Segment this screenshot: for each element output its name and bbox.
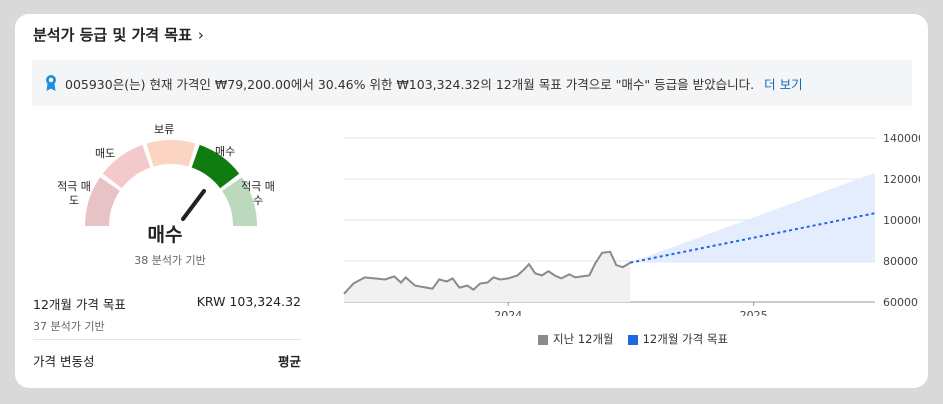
card-title-text: 분석가 등급 및 가격 목표 <box>33 26 192 44</box>
legend-item-target[interactable]: 12개월 가격 목표 <box>627 331 729 347</box>
gauge-segment-strong-buy <box>222 177 257 226</box>
gauge-segment-hold <box>146 140 196 167</box>
gauge-label-sell: 매도 <box>95 147 116 160</box>
gauge-needle <box>181 189 206 221</box>
volatility-row: 가격 변동성 평균 <box>33 351 301 370</box>
gauge-label-hold: 보류 <box>154 123 175 136</box>
banner-text: 005930은(는) 현재 가격인 ₩79,200.00에서 30.46% 위한… <box>65 76 755 92</box>
divider <box>33 339 301 340</box>
x-tick-label: 2024 <box>494 309 522 316</box>
ribbon-icon <box>46 75 56 91</box>
gauge-segment-sell <box>102 144 151 189</box>
card-title[interactable]: 분석가 등급 및 가격 목표 › <box>33 24 204 45</box>
price-target-analyst-count: 37 분석가 기반 <box>33 320 105 333</box>
gauge-label-strong-buy: 적극 매수 <box>241 180 275 207</box>
chart-legend: 지난 12개월 12개월 가격 목표 <box>538 331 728 347</box>
read-more-link[interactable]: 더 보기 <box>764 76 803 92</box>
y-tick-label: 80000 <box>883 255 918 268</box>
legend-swatch-target <box>627 334 638 345</box>
price-target-label: 12개월 가격 목표 <box>33 297 126 312</box>
legend-label-past: 지난 12개월 <box>553 332 614 346</box>
legend-item-past[interactable]: 지난 12개월 <box>538 331 614 347</box>
rating-value: 매수 <box>147 224 183 246</box>
volatility-label: 가격 변동성 <box>33 354 95 369</box>
past-price-area <box>344 251 631 302</box>
volatility-value: 평균 <box>277 354 301 369</box>
rating-analyst-count: 38 분석가 기반 <box>134 254 206 267</box>
price-target-value: KRW 103,324.32 <box>196 294 301 309</box>
y-tick-label: 120000 <box>883 173 920 186</box>
y-tick-label: 60000 <box>883 296 918 309</box>
gauge-segment-strong-sell <box>85 177 120 226</box>
chevron-right-icon: › <box>197 26 204 44</box>
price-chart: 140000 120000 100000 80000 60000 2024 2025 <box>343 132 920 316</box>
legend-label-target: 12개월 가격 목표 <box>642 332 729 346</box>
target-range-area <box>630 172 875 263</box>
gauge-label-strong-sell: 적극 매도 <box>57 180 91 207</box>
rating-summary-banner: 005930은(는) 현재 가격인 ₩79,200.00에서 30.46% 위한… <box>32 60 912 106</box>
y-tick-label: 100000 <box>883 214 920 227</box>
legend-swatch-past <box>538 334 548 345</box>
gauge-label-buy: 매수 <box>215 145 236 158</box>
y-tick-label: 140000 <box>883 132 920 145</box>
gauge-segment-buy <box>191 144 240 189</box>
analyst-rating-card: 분석가 등급 및 가격 목표 › 005930은(는) 현재 가격인 ₩79,20… <box>15 14 928 388</box>
past-price-line <box>343 250 631 295</box>
price-target-row: 12개월 가격 목표 KRW 103,324.32 <box>33 294 301 313</box>
x-tick-label: 2025 <box>740 309 768 316</box>
rating-gauge <box>85 140 257 226</box>
